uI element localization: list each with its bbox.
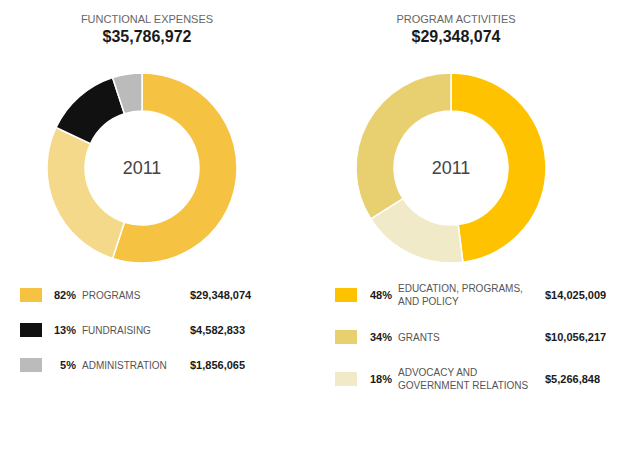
svg-text:PROGRAM ACTIVITIES: PROGRAM ACTIVITIES [396,13,515,25]
svg-text:AND POLICY: AND POLICY [398,296,459,307]
svg-text:$4,582,833: $4,582,833 [190,324,245,336]
svg-text:$10,056,217: $10,056,217 [545,331,606,343]
svg-text:EDUCATION, PROGRAMS,: EDUCATION, PROGRAMS, [398,283,523,294]
svg-text:48%: 48% [370,289,392,301]
svg-text:2011: 2011 [432,158,471,178]
svg-text:2011: 2011 [123,158,162,178]
svg-text:GOVERNMENT RELATIONS: GOVERNMENT RELATIONS [398,380,529,391]
svg-text:$35,786,972: $35,786,972 [103,28,192,45]
svg-text:82%: 82% [54,289,76,301]
svg-text:FUNDRAISING: FUNDRAISING [82,325,151,336]
svg-text:$5,266,848: $5,266,848 [545,373,600,385]
svg-text:FUNCTIONAL EXPENSES: FUNCTIONAL EXPENSES [81,13,213,25]
svg-text:34%: 34% [370,331,392,343]
svg-text:ADVOCACY AND: ADVOCACY AND [398,367,477,378]
svg-text:GRANTS: GRANTS [398,332,440,343]
svg-text:$29,348,074: $29,348,074 [412,28,501,45]
svg-text:$1,856,065: $1,856,065 [190,359,245,371]
svg-text:$29,348,074: $29,348,074 [190,289,252,301]
svg-text:18%: 18% [370,373,392,385]
svg-text:PROGRAMS: PROGRAMS [82,290,141,301]
svg-text:13%: 13% [54,324,76,336]
svg-text:$14,025,009: $14,025,009 [545,289,606,301]
svg-text:5%: 5% [60,359,76,371]
svg-text:ADMINISTRATION: ADMINISTRATION [82,360,167,371]
